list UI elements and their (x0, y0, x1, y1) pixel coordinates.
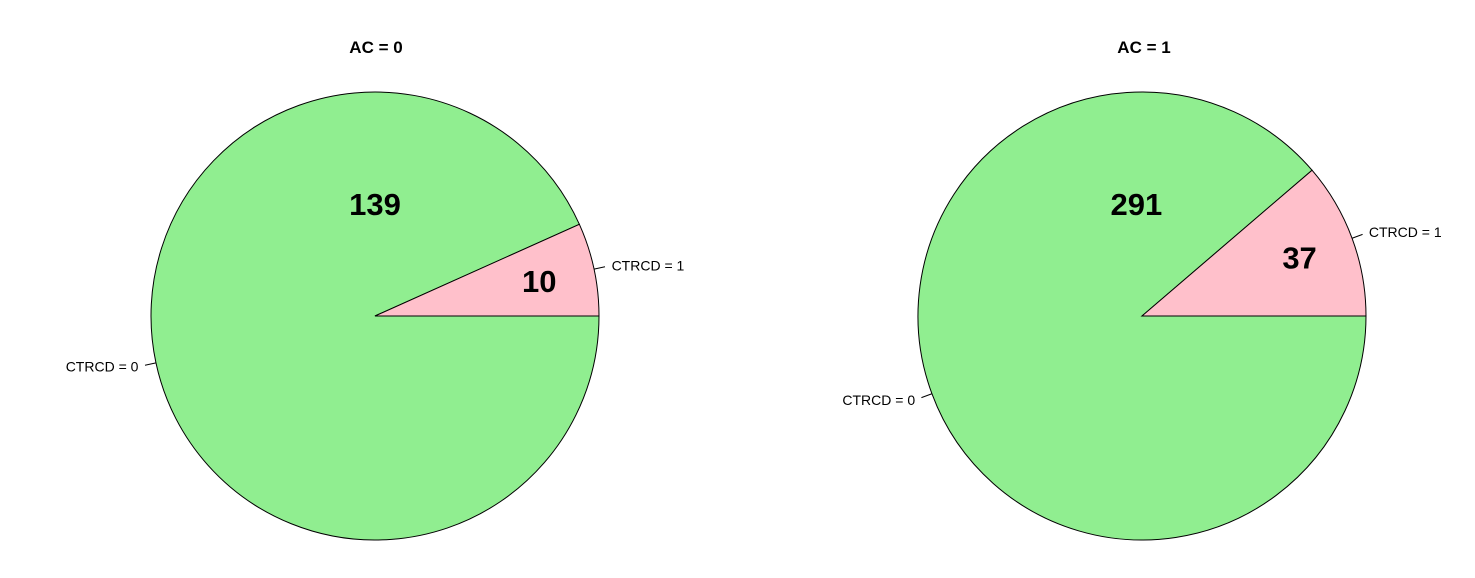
leader-line-ac-1-ctrcd-0 (921, 393, 933, 399)
leader-line-ac-1-ctrcd-1 (1351, 233, 1363, 239)
pie-slice-ac-0-ctrcd-1 (374, 223, 600, 317)
pie-slices-ac-1: CTRCD = 0 291 CTRCD = 1 37 (842, 91, 1442, 541)
leader-line-ac-0-ctrcd-0 (144, 362, 157, 366)
slice-label-ac-1-ctrcd-0: CTRCD = 0 (842, 392, 915, 408)
pie-panel-ac-1: AC = 1 CTRCD = 0 291 CTRCD = 1 37 (842, 38, 1442, 541)
pie-slice-ac-1-ctrcd-1 (1140, 169, 1367, 317)
slice-label-ac-1-ctrcd-1: CTRCD = 1 (1369, 224, 1442, 240)
slice-label-ac-0-ctrcd-1: CTRCD = 1 (612, 257, 685, 273)
pie-panel-ac-0: AC = 0 CTRCD = 0 139 CTRCD = 1 10 (66, 38, 685, 541)
pie-slices-ac-0: CTRCD = 0 139 CTRCD = 1 10 (66, 91, 685, 541)
slice-value-ac-0-ctrcd-0: 139 (349, 187, 401, 222)
leader-line-ac-0-ctrcd-1 (593, 266, 606, 270)
slice-value-ac-1-ctrcd-0: 291 (1111, 187, 1163, 222)
pie-title-ac-0: AC = 0 (349, 38, 402, 57)
slice-value-ac-0-ctrcd-1: 10 (522, 264, 556, 299)
pie-title-ac-1: AC = 1 (1117, 38, 1170, 57)
slice-label-ac-0-ctrcd-0: CTRCD = 0 (66, 359, 139, 375)
slice-value-ac-1-ctrcd-1: 37 (1282, 241, 1316, 276)
